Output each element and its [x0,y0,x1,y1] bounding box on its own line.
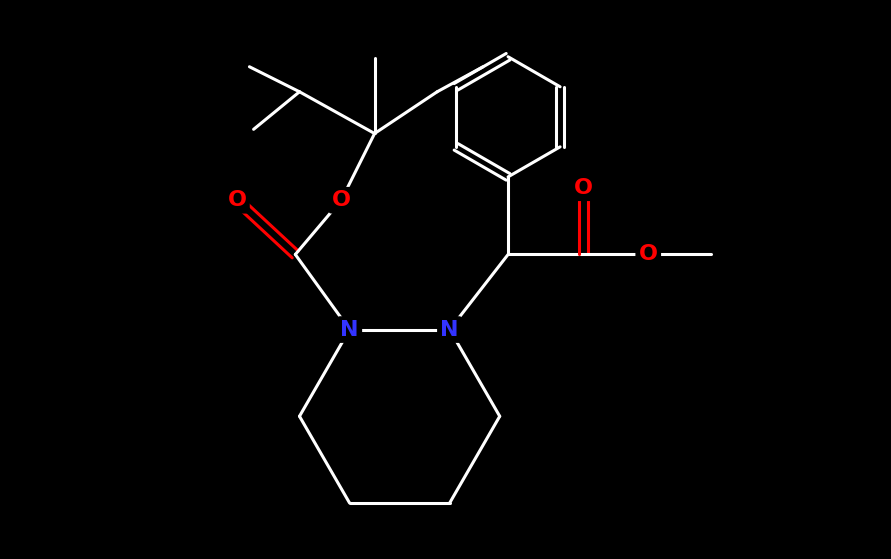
Text: O: O [331,190,351,210]
Text: O: O [574,178,593,198]
Text: O: O [227,190,247,210]
Text: N: N [340,320,359,339]
Text: N: N [440,320,459,339]
Text: O: O [639,244,658,264]
